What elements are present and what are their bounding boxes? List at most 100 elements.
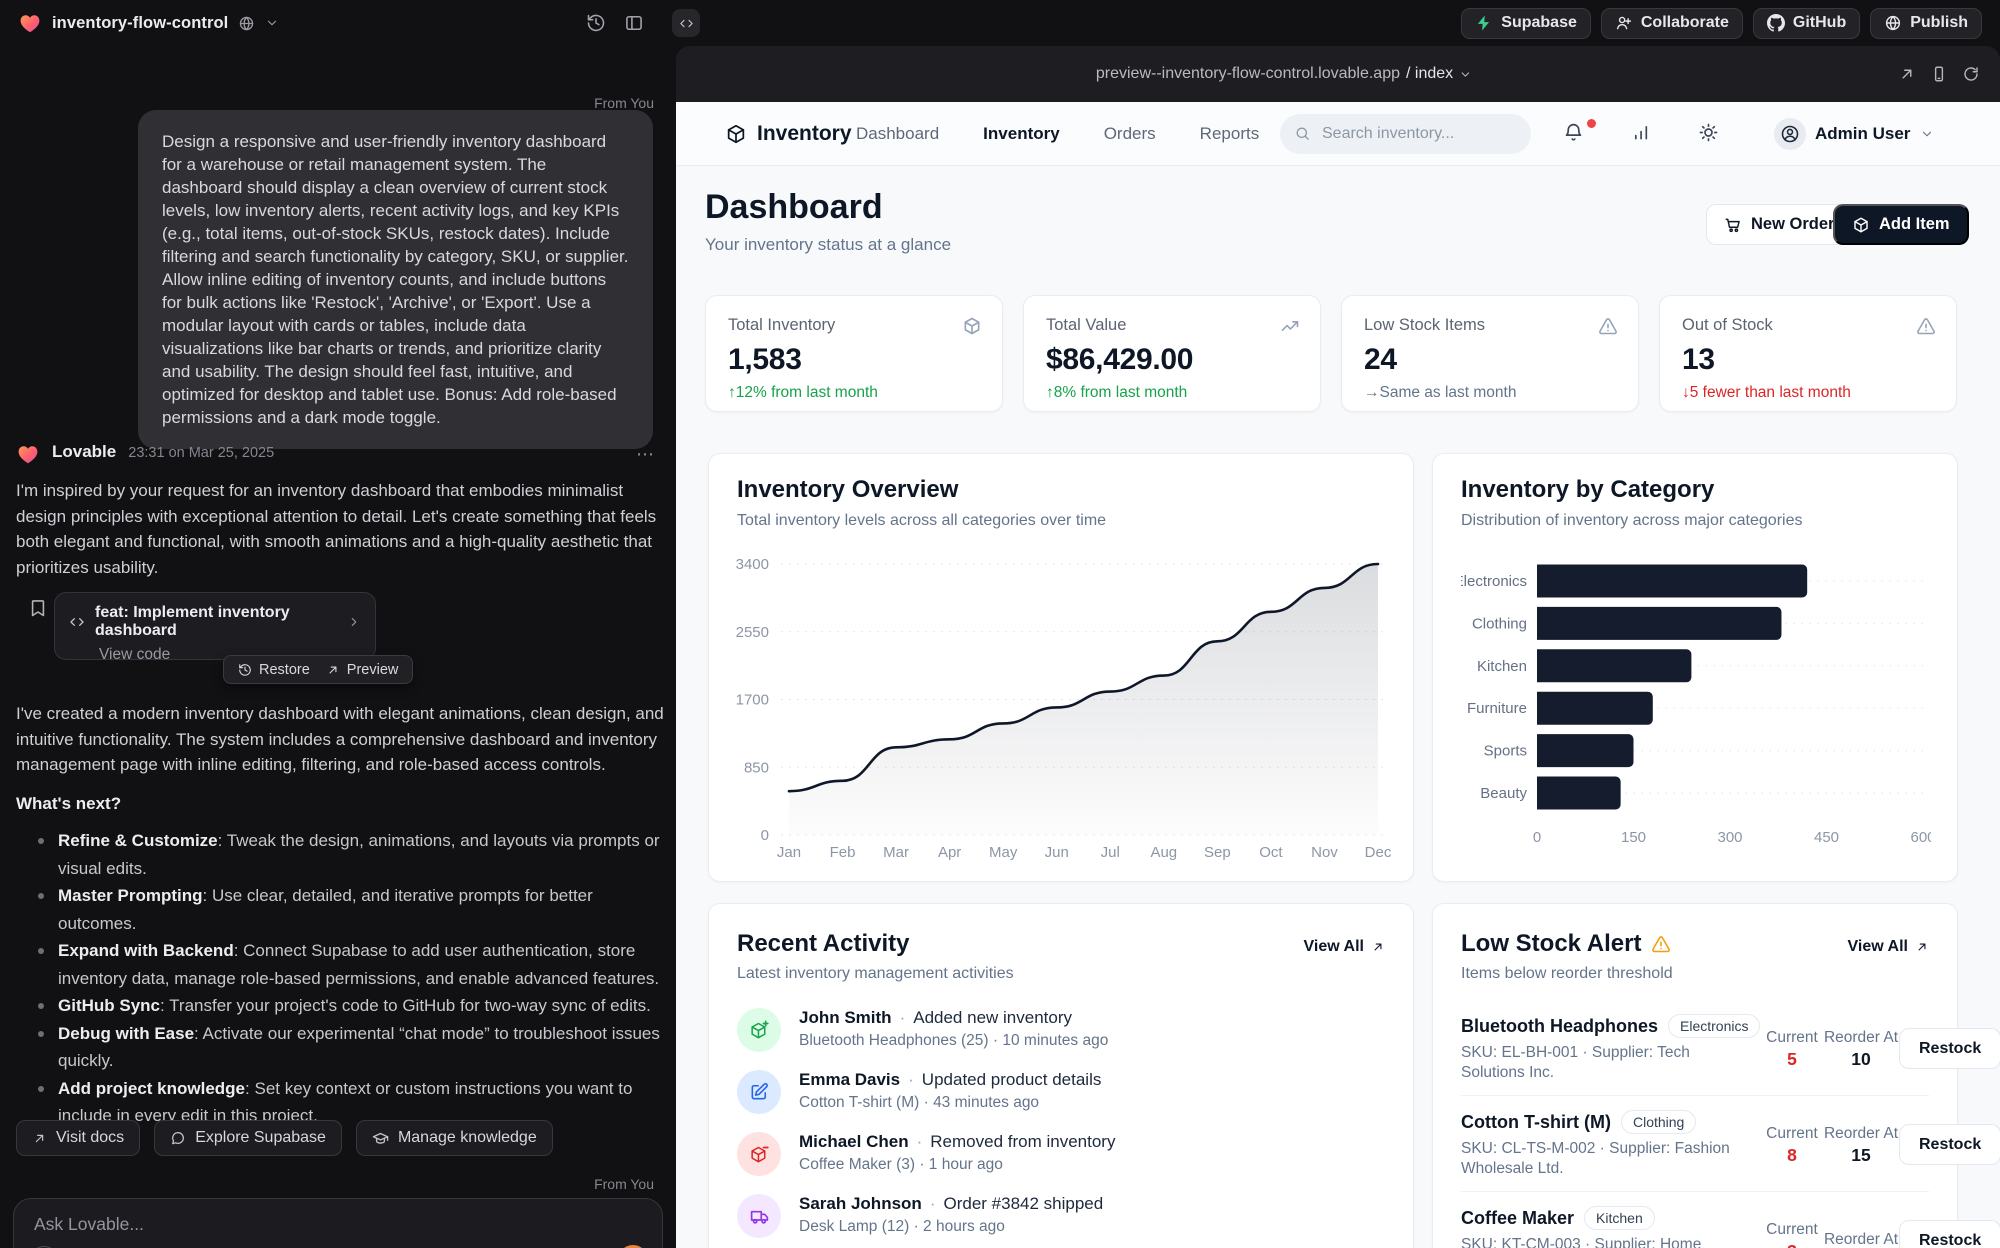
project-name[interactable]: inventory-flow-control (52, 13, 229, 32)
svg-text:Furniture: Furniture (1467, 700, 1527, 717)
bookmark-icon[interactable] (28, 598, 48, 618)
activity-row[interactable]: John Smith · Added new inventory Bluetooth… (737, 1008, 1385, 1052)
explore-supabase-button[interactable]: Explore Supabase (154, 1120, 342, 1156)
alert-triangle-icon (1598, 316, 1618, 336)
list-item: Refine & Customize: Tweak the design, an… (16, 827, 668, 882)
code-view-button[interactable] (672, 9, 700, 37)
assistant-name: Lovable (52, 442, 117, 461)
kpi-value: 24 (1364, 343, 1397, 376)
preview-arrow-icon (326, 663, 340, 677)
new-order-button[interactable]: New Order (1706, 204, 1853, 245)
svg-text:Beauty: Beauty (1480, 785, 1527, 802)
project-menu-chevron-icon[interactable] (265, 16, 279, 30)
svg-text:1700: 1700 (736, 692, 769, 709)
message-options-icon[interactable]: ⋯ (636, 443, 656, 464)
view-code-link[interactable]: View code (99, 646, 171, 663)
search-box (1280, 114, 1531, 154)
restock-button[interactable]: Restock (1899, 1124, 2000, 1165)
collaborate-button[interactable]: Collaborate (1600, 7, 1743, 39)
from-you-label: From You (594, 95, 654, 111)
github-button[interactable]: GitHub (1752, 7, 1861, 39)
inventory-by-category-card: Inventory by Category Distribution of in… (1432, 453, 1958, 882)
activity-row[interactable]: Emma Davis · Updated product details Cotto… (737, 1070, 1385, 1114)
theme-toggle-sun-icon[interactable] (1698, 122, 1719, 143)
kpi-low-stock: Low Stock Items 24 →Same as last month (1341, 295, 1639, 412)
low-stock-row: Coffee Maker Kitchen SKU: KT-CM-003 · Su… (1461, 1192, 2000, 1248)
supabase-button[interactable]: Supabase (1461, 7, 1591, 39)
topbar: inventory-flow-control Supabase Collabor… (0, 0, 2000, 46)
section-subtitle: Latest inventory management activities (737, 965, 1014, 982)
page-subtitle: Your inventory status at a glance (705, 235, 952, 254)
refresh-icon[interactable] (1962, 65, 1980, 83)
from-you-label: From You (594, 1176, 654, 1192)
search-input[interactable] (1280, 114, 1531, 154)
kpi-out-of-stock: Out of Stock 13 ↓5 fewer than last month (1659, 295, 1957, 412)
nav-inventory[interactable]: Inventory (983, 124, 1060, 143)
trending-up-icon (1280, 316, 1300, 336)
svg-text:450: 450 (1814, 829, 1839, 846)
visit-docs-button[interactable]: Visit docs (16, 1120, 141, 1156)
version-actions: Restore Preview (223, 655, 414, 684)
view-all-link[interactable]: View All (1848, 938, 1929, 956)
package-minus-icon (737, 1132, 781, 1176)
version-title: feat: Implement inventory dashboard (95, 604, 290, 639)
cart-icon (1724, 216, 1742, 234)
sidebar-toggle-icon[interactable] (624, 13, 644, 33)
avatar[interactable] (1774, 118, 1806, 150)
user-menu[interactable]: Admin User (1815, 102, 1934, 166)
send-button[interactable] (618, 1245, 648, 1248)
whats-next-heading: What's next? (16, 794, 122, 813)
warning-triangle-icon (1651, 934, 1671, 954)
add-item-button[interactable]: Add Item (1833, 204, 1969, 245)
visibility-globe-icon[interactable] (238, 15, 255, 32)
suggestion-chips: Visit docs Explore Supabase Manage knowl… (16, 1120, 553, 1156)
activity-row[interactable]: Michael Chen · Removed from inventory Coff… (737, 1132, 1385, 1176)
preview-url[interactable]: preview--inventory-flow-control.lovable.… (1096, 65, 1472, 83)
inventory-overview-card: Inventory Overview Total inventory level… (708, 453, 1414, 882)
category-badge: Electronics (1668, 1014, 1761, 1038)
publish-button[interactable]: Publish (1870, 7, 1982, 39)
nav-orders[interactable]: Orders (1103, 124, 1156, 143)
nav-reports[interactable]: Reports (1199, 124, 1260, 143)
view-all-link[interactable]: View All (1304, 938, 1385, 956)
recent-activity-card: Recent Activity Latest inventory managem… (708, 903, 1414, 1248)
restore-button[interactable]: Restore (238, 662, 310, 678)
external-link-icon (1371, 940, 1385, 954)
mobile-view-icon[interactable] (1930, 65, 1948, 83)
history-icon[interactable] (586, 13, 606, 33)
notifications-bell-icon[interactable] (1563, 122, 1584, 143)
analytics-bars-icon[interactable] (1631, 122, 1652, 143)
app-brand[interactable]: Inventory (725, 102, 852, 166)
kpi-delta: ↑8% from last month (1046, 384, 1188, 401)
inventory-app: Inventory Dashboard Inventory Orders Rep… (676, 102, 2000, 1248)
commit-code-icon (69, 614, 85, 630)
section-title: Recent Activity (737, 930, 910, 957)
kpi-value: 13 (1682, 343, 1715, 376)
version-chevron-icon[interactable] (347, 615, 361, 629)
edit-icon (737, 1070, 781, 1114)
activity-row[interactable]: Sarah Johnson · Order #3842 shipped Desk L… (737, 1194, 1385, 1238)
whats-next-list: Refine & Customize: Tweak the design, an… (16, 827, 668, 1130)
nav-dashboard[interactable]: Dashboard (856, 124, 940, 143)
open-external-icon[interactable] (1898, 65, 1916, 83)
brand-package-icon (725, 123, 747, 145)
chat-input[interactable] (32, 1213, 644, 1236)
svg-text:300: 300 (1717, 829, 1742, 846)
svg-text:Dec: Dec (1365, 844, 1392, 861)
version-card[interactable]: feat: Implement inventory dashboard View… (54, 592, 376, 663)
github-icon (1767, 14, 1785, 32)
inventory-overview-line-chart: 0 850 1700 2550 3400 Jan Feb Mar Apr May Jun Jul Aug… (736, 556, 1392, 861)
assistant-header: Lovable 23:31 on Mar 25, 2025 ⋯ (16, 442, 656, 466)
restock-button[interactable]: Restock (1899, 1028, 2000, 1069)
svg-text:150: 150 (1621, 829, 1646, 846)
restock-button[interactable]: Restock (1899, 1220, 2000, 1248)
manage-knowledge-button[interactable]: Manage knowledge (355, 1120, 553, 1156)
low-stock-row: Cotton T-shirt (M) Clothing SKU: CL-TS-M… (1461, 1096, 2000, 1192)
svg-text:Oct: Oct (1259, 844, 1283, 861)
search-icon (1294, 125, 1311, 142)
preview-button[interactable]: Preview (326, 662, 398, 678)
external-link-icon (32, 1131, 47, 1146)
preview-urlbar: preview--inventory-flow-control.lovable.… (676, 46, 2000, 102)
notification-badge (1587, 119, 1596, 128)
